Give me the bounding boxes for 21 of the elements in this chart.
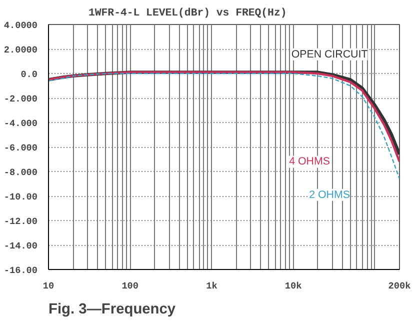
y-tick-label: 0.0	[20, 69, 38, 80]
y-tick-label: -10.00	[4, 192, 38, 202]
y-tick-label: -4.000	[4, 118, 38, 129]
chart-title: 1WFR-4-L LEVEL(dBr) vs FREQ(Hz)	[88, 8, 287, 20]
y-tick-label: -2.000	[4, 94, 38, 104]
series-label: OPEN CIRCUIT	[291, 48, 368, 60]
text: 4 OHMS	[289, 156, 330, 168]
x-tick-label: 200k	[388, 280, 412, 292]
x-tick-label: 10k	[284, 280, 302, 292]
y-tick-label: -16.00	[4, 265, 38, 276]
x-tick-label: 1k	[206, 280, 218, 292]
y-tick-label: -6.000	[4, 142, 38, 154]
caption: Fig. 3—Frequency	[48, 302, 176, 318]
text: 2 OHMS	[309, 188, 350, 201]
x-tick-label: 10	[42, 280, 54, 292]
x-tick-label: 100	[122, 280, 139, 292]
y-tick-label: -14.00	[4, 240, 38, 252]
y-tick-label: -8.000	[4, 167, 38, 178]
y-tick-label: 2.0000	[4, 44, 38, 56]
y-tick-label: -12.00	[4, 216, 38, 227]
y-tick-label: 4.0000	[4, 20, 38, 31]
